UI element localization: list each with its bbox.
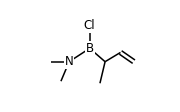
Text: N: N bbox=[65, 55, 73, 68]
Text: Cl: Cl bbox=[84, 19, 96, 32]
Text: B: B bbox=[86, 42, 94, 55]
